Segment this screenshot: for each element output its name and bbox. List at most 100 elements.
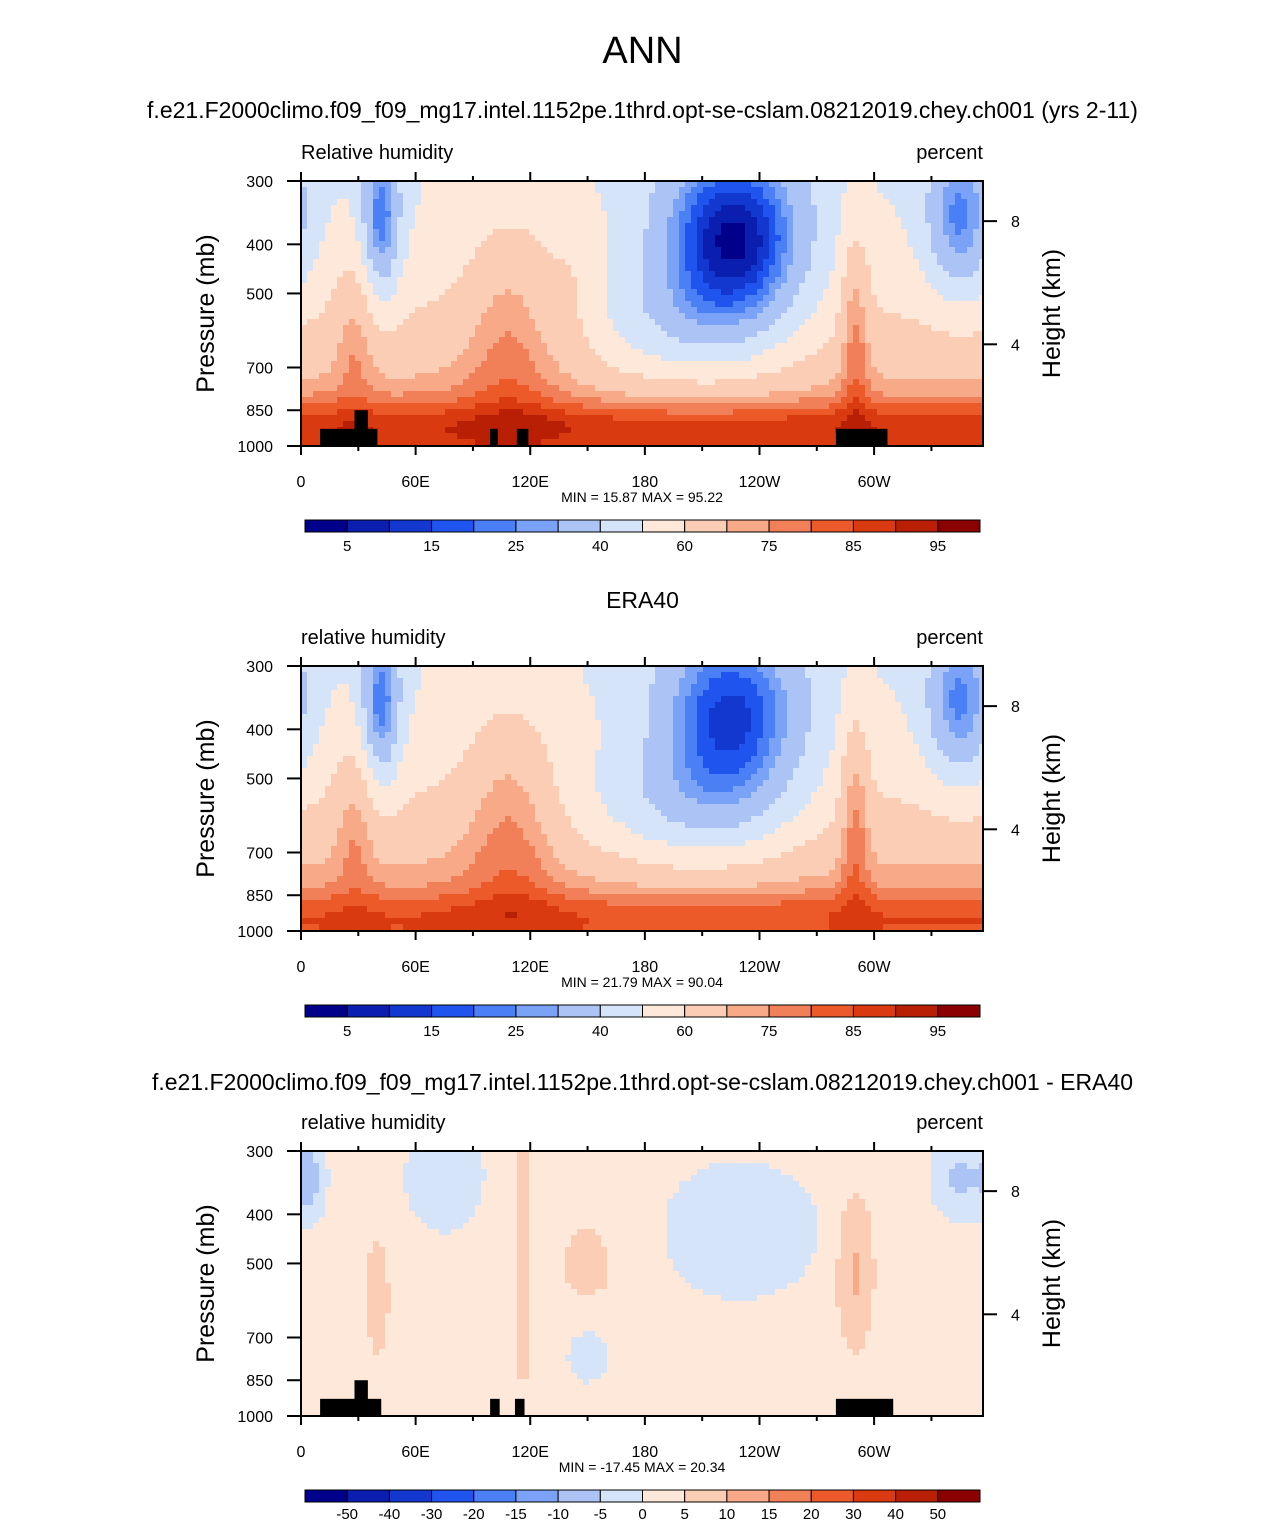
colorbar-label: 20 — [803, 1506, 820, 1523]
colorbar-label: 50 — [929, 1506, 946, 1523]
y-tick-label: 400 — [246, 722, 273, 739]
colorbar-swatch — [473, 1004, 517, 1018]
colorbar-swatch — [431, 1004, 475, 1018]
y-tick-label: 700 — [246, 360, 273, 377]
plot-frame — [300, 1150, 984, 1417]
land-mask — [354, 1380, 368, 1416]
x-tick-label: 120W — [739, 474, 782, 491]
variable-label: relative humidity — [301, 1112, 446, 1134]
contour-field-1 — [301, 181, 984, 447]
x-tick-label: 60E — [401, 1444, 429, 1461]
plot-frame — [300, 665, 984, 932]
y2-tick-label: 8 — [1011, 699, 1020, 716]
y-tick-label: 500 — [246, 286, 273, 303]
y-tick-label: 1000 — [237, 924, 273, 941]
colorbar-swatch — [515, 519, 559, 533]
colorbar-label: 40 — [887, 1506, 904, 1523]
colorbar-swatch — [852, 1489, 897, 1503]
y-tick-label: 300 — [246, 174, 273, 191]
colorbar-swatch — [852, 1004, 897, 1018]
y-tick-label: 1000 — [237, 439, 273, 456]
x-tick-label: 120W — [739, 1444, 782, 1461]
colorbar-label: 95 — [929, 538, 946, 555]
panel-2-title: ERA40 — [606, 587, 679, 613]
colorbar-label: 85 — [845, 538, 862, 555]
land-mask — [320, 1398, 382, 1416]
colorbar-label: 60 — [676, 1023, 693, 1040]
colorbar-swatch — [599, 1004, 643, 1018]
x-tick-label: 180 — [632, 1444, 659, 1461]
colorbar-swatch — [599, 1489, 643, 1503]
land-mask — [516, 428, 529, 446]
colorbar-label: -50 — [336, 1506, 358, 1523]
y-axis-label: Pressure (mb) — [192, 719, 220, 877]
colorbar-swatch — [937, 1489, 981, 1503]
colorbar-swatch — [642, 1489, 686, 1503]
panel-3-title: f.e21.F2000climo.f09_f09_mg17.intel.1152… — [151, 1069, 1134, 1095]
colorbar: 5 15 25 40 60 75 85 95 — [304, 1004, 981, 1040]
x-tick-label: 180 — [632, 959, 659, 976]
colorbar-swatch — [388, 519, 433, 533]
colorbar-swatch — [346, 519, 390, 533]
colorbar-swatch — [304, 1004, 348, 1018]
colorbar-swatch — [810, 1489, 854, 1503]
x-tick-label: 120E — [512, 1444, 549, 1461]
land-mask — [490, 428, 498, 446]
units-label: percent — [916, 627, 983, 649]
colorbar: 5 15 25 40 60 75 85 95 — [304, 519, 981, 555]
colorbar-swatch — [937, 1004, 981, 1018]
land-mask — [490, 1398, 500, 1416]
colorbar-label: 15 — [423, 1023, 440, 1040]
y-tick-label: 850 — [246, 1373, 273, 1390]
colorbar-swatch — [726, 1004, 770, 1018]
contour-field-2 — [301, 666, 984, 932]
y2-tick-label: 8 — [1011, 1184, 1020, 1201]
colorbar-label: -5 — [594, 1506, 607, 1523]
colorbar: -50 -40 -30 -20 -15 -10 -5 0 5 10 15 20 30 40 50 — [304, 1489, 981, 1523]
x-tick-label: 120W — [739, 959, 782, 976]
colorbar-swatch — [768, 1004, 812, 1018]
y2-tick-label: 4 — [1011, 822, 1020, 839]
colorbar-swatch — [473, 519, 517, 533]
colorbar-swatch — [515, 1489, 559, 1503]
colorbar-label: 5 — [343, 1023, 351, 1040]
panel-1: 0 60E 120E 180 120W 60W 300 400 500 700 850 1000 8 4 R… — [192, 142, 1066, 555]
units-label: percent — [916, 1112, 983, 1134]
land-mask — [320, 428, 378, 446]
units-label: percent — [916, 142, 983, 164]
colorbar-label: -40 — [379, 1506, 401, 1523]
colorbar-swatch — [388, 1489, 433, 1503]
y-tick-label: 300 — [246, 659, 273, 676]
x-tick-label: 120E — [512, 959, 549, 976]
y2-axis-label: Height (km) — [1038, 249, 1066, 378]
colorbar-swatch — [557, 1004, 601, 1018]
x-tick-label: 60E — [401, 474, 429, 491]
colorbar-swatch — [684, 519, 728, 533]
colorbar-swatch — [431, 1489, 475, 1503]
colorbar-label: 60 — [676, 538, 693, 555]
colorbar-label: -20 — [463, 1506, 485, 1523]
colorbar-label: 5 — [343, 538, 351, 555]
y-tick-label: 850 — [246, 403, 273, 420]
y-tick-label: 400 — [246, 1207, 273, 1224]
variable-label: relative humidity — [301, 627, 446, 649]
min-max-stats: MIN = -17.45 MAX = 20.34 — [559, 1459, 726, 1475]
land-mask — [514, 1398, 525, 1416]
figure-title: ANN — [602, 30, 683, 72]
colorbar-label: 5 — [681, 1506, 689, 1523]
colorbar-label: -30 — [421, 1506, 443, 1523]
y-tick-label: 850 — [246, 888, 273, 905]
colorbar-swatch — [895, 1489, 939, 1503]
colorbar-swatch — [852, 519, 897, 533]
colorbar-swatch — [642, 519, 686, 533]
colorbar-label: 75 — [761, 538, 778, 555]
land-mask — [835, 1398, 894, 1416]
y2-axis-label: Height (km) — [1038, 1219, 1066, 1348]
colorbar-swatch — [515, 1004, 559, 1018]
colorbar-swatch — [388, 1004, 433, 1018]
colorbar-label: -10 — [547, 1506, 569, 1523]
colorbar-swatch — [768, 1489, 812, 1503]
min-max-stats: MIN = 21.79 MAX = 90.04 — [561, 974, 723, 990]
y2-axis-label: Height (km) — [1038, 734, 1066, 863]
colorbar-label: 40 — [592, 1023, 609, 1040]
